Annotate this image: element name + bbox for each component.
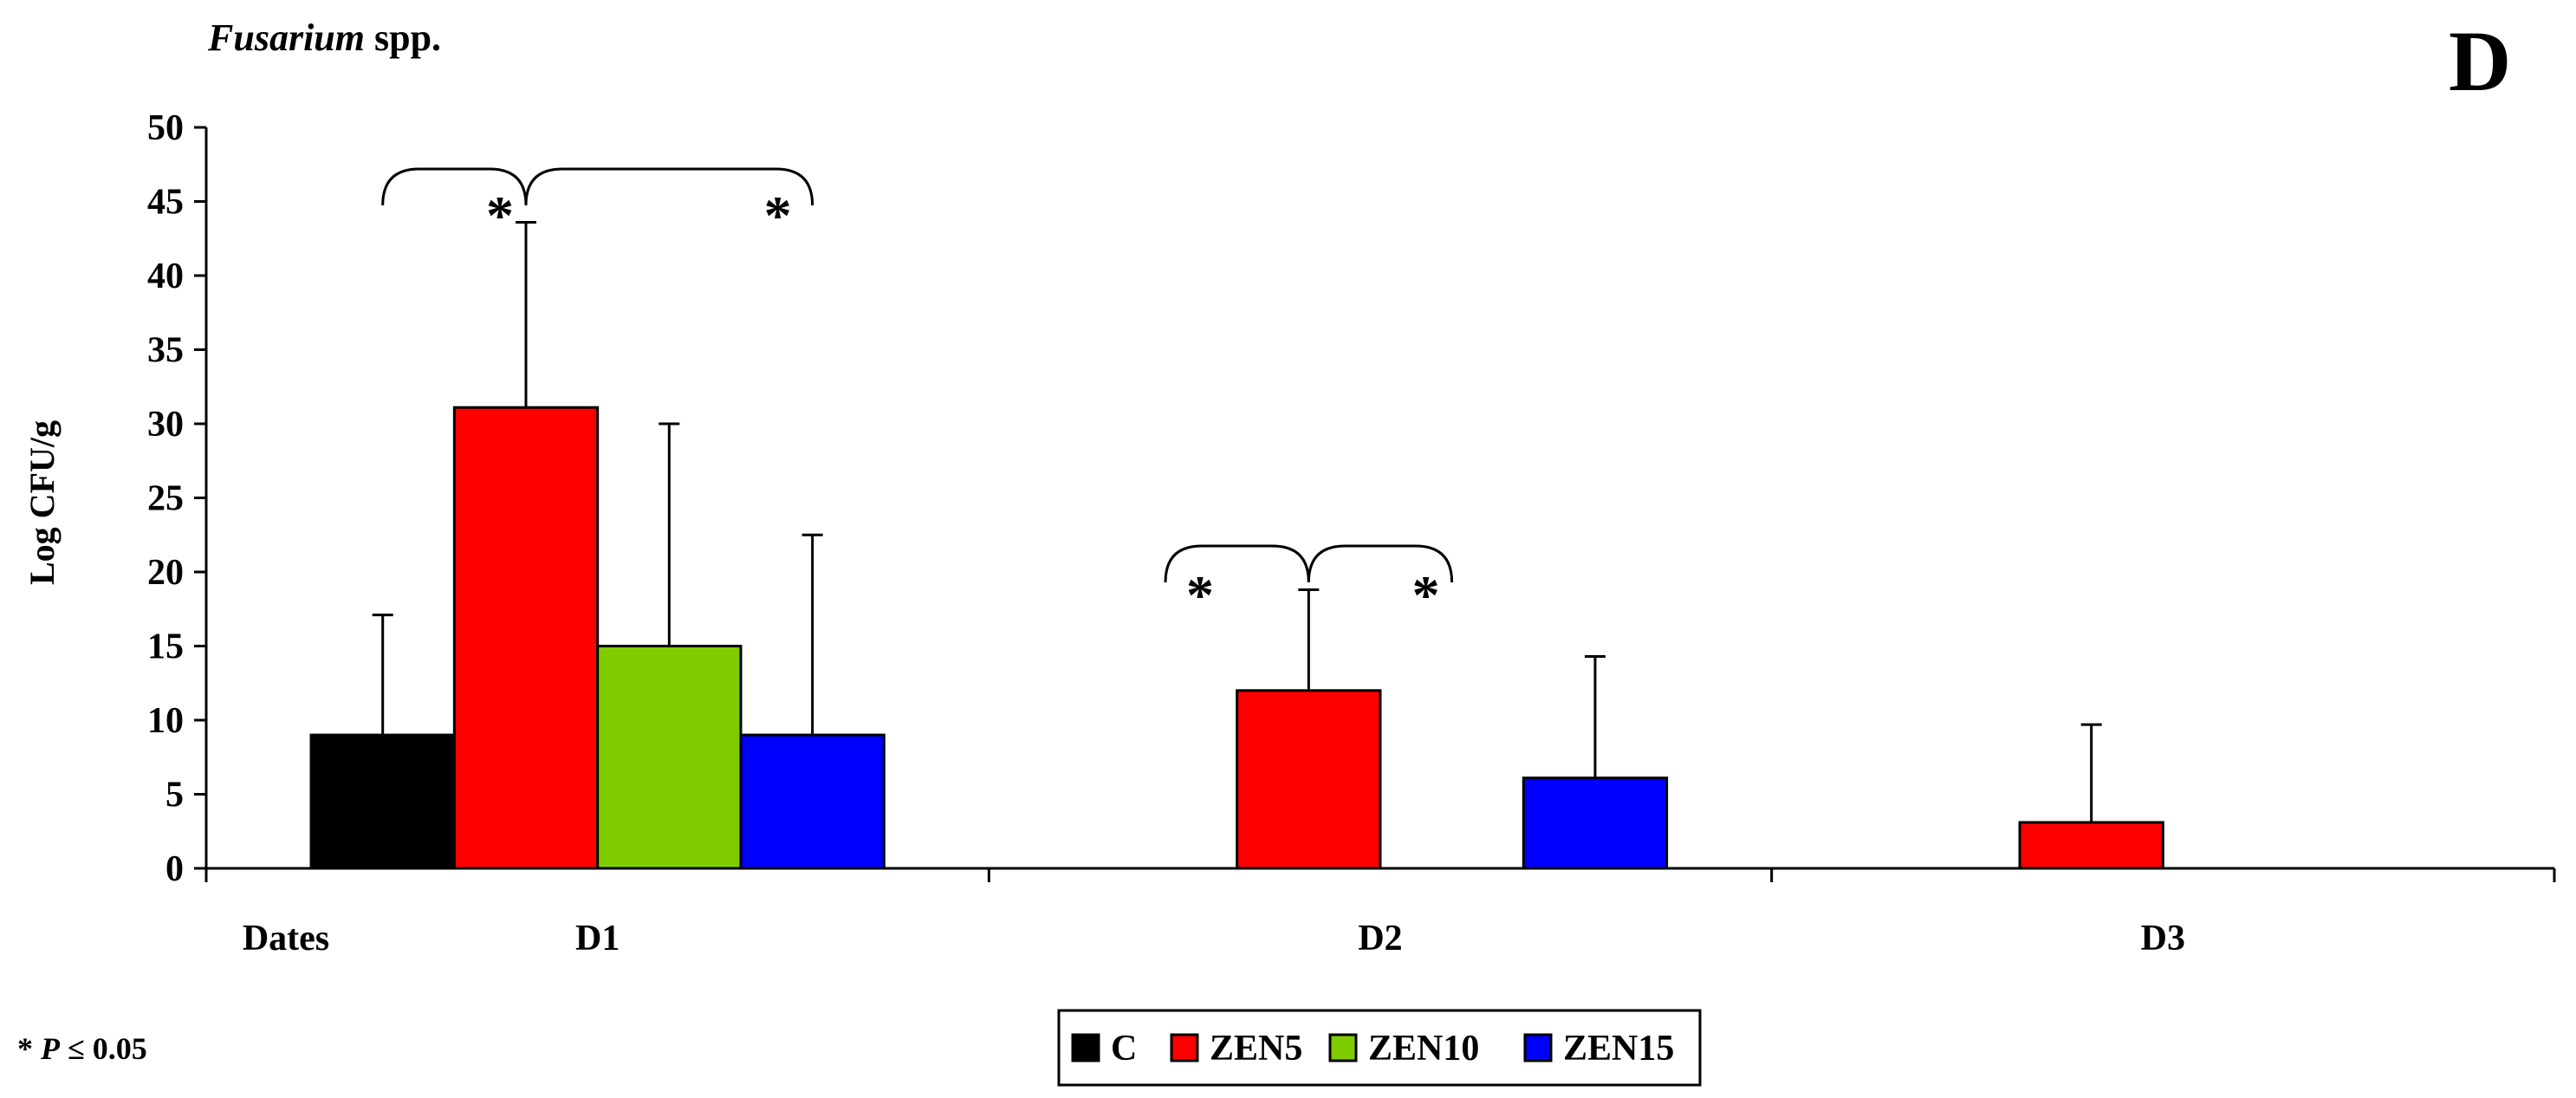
bar-zen5-d1	[452, 406, 600, 870]
y-tick-label: 40	[147, 257, 184, 296]
bar-zen5-d3	[2018, 821, 2164, 870]
y-tick-label: 50	[147, 108, 184, 148]
y-tick-label: 15	[147, 627, 184, 667]
legend-swatch-zen10	[1328, 1033, 1358, 1062]
panel-label: D	[2449, 13, 2511, 109]
y-tick-label: 25	[147, 479, 184, 519]
significance-bracket	[1164, 544, 1454, 583]
bar-zen5-d2	[1236, 689, 1382, 870]
chart-title: Fusarium spp.	[207, 16, 441, 59]
legend-swatch-zen15	[1523, 1033, 1553, 1062]
legend-swatch-c	[1071, 1033, 1100, 1062]
significance-bracket	[381, 167, 814, 206]
legend-label-zen10: ZEN10	[1368, 1029, 1479, 1069]
footnote: * P ≤ 0.05	[17, 1031, 147, 1066]
legend-swatch-zen5	[1170, 1033, 1199, 1062]
bar-zen10-d1	[596, 645, 743, 870]
x-tick-label: D1	[575, 919, 620, 958]
y-tick-label: 10	[147, 701, 184, 741]
y-tick-label: 5	[165, 776, 184, 815]
y-tick-label: 20	[147, 553, 184, 593]
x-tick-label: D3	[2141, 919, 2185, 958]
legend-label-c: C	[1111, 1029, 1137, 1069]
y-axis-label: Log CFU/g	[23, 420, 62, 585]
bar-zen15-d2	[1522, 776, 1669, 870]
y-tick-label: 45	[147, 183, 184, 223]
y-tick-label: 0	[165, 849, 184, 889]
legend-label-zen15: ZEN15	[1563, 1029, 1674, 1069]
y-tick-label: 30	[147, 405, 184, 445]
legend	[1057, 1009, 1702, 1087]
bar-c-d1	[309, 733, 456, 870]
bar-zen15-d1	[739, 733, 886, 870]
x-tick-label: D2	[1358, 919, 1402, 958]
significance-star: *	[486, 185, 514, 246]
x-axis-label: Dates	[243, 919, 329, 958]
legend-label-zen5: ZEN5	[1210, 1029, 1302, 1069]
significance-star: *	[1412, 564, 1440, 626]
significance-star: *	[1186, 564, 1214, 626]
y-tick-label: 35	[147, 331, 184, 371]
significance-star: *	[764, 185, 792, 246]
